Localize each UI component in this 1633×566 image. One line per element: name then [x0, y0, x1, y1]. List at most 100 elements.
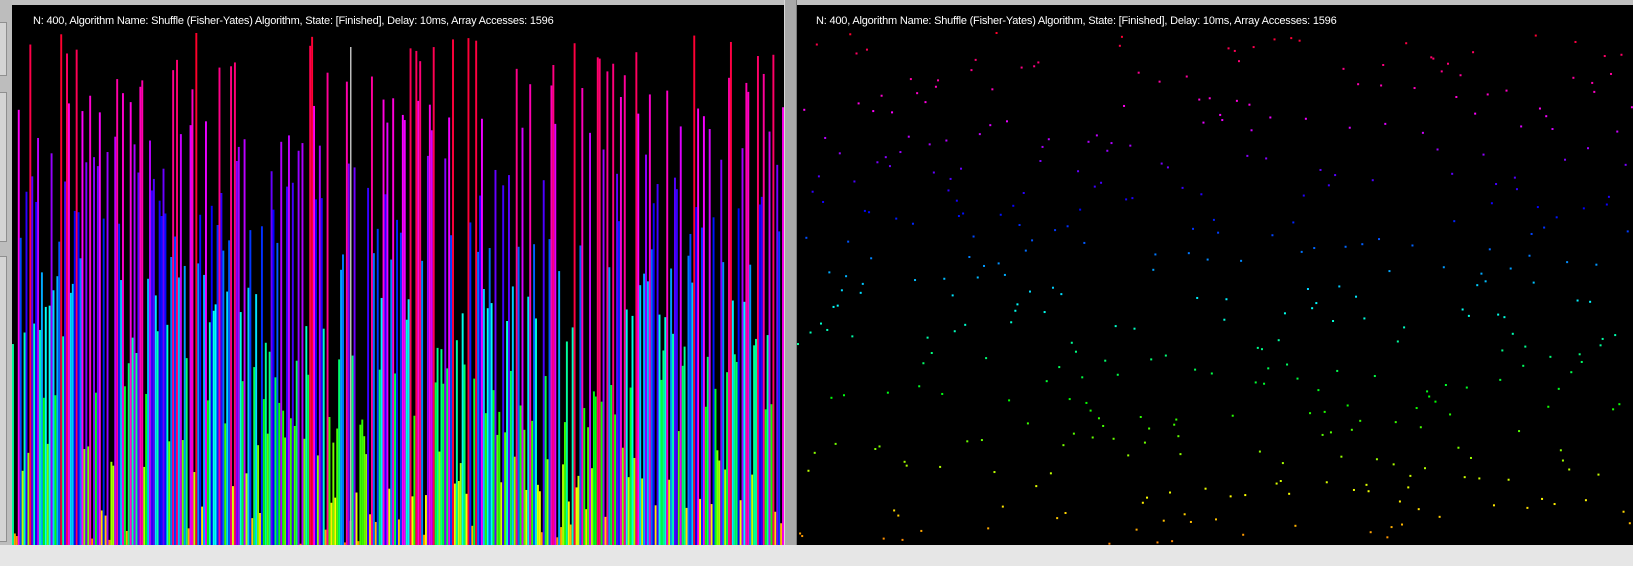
array-dot: [807, 470, 809, 472]
panel-splitter[interactable]: [784, 0, 797, 566]
array-dot: [1271, 234, 1273, 236]
array-dot: [970, 69, 972, 71]
array-dot: [1073, 433, 1075, 435]
array-bar: [153, 179, 155, 545]
array-dot: [1069, 398, 1071, 400]
array-dot: [1353, 489, 1355, 491]
array-bar: [97, 166, 99, 545]
array-dot: [1025, 250, 1027, 252]
array-dot: [1194, 369, 1196, 371]
array-dot: [1623, 511, 1625, 513]
array-dot: [1234, 50, 1236, 52]
array-bar: [116, 79, 118, 545]
array-dot: [1533, 282, 1535, 284]
array-bar: [589, 133, 591, 545]
array-bar: [290, 418, 292, 545]
array-bar: [624, 75, 626, 545]
array-bar: [402, 115, 404, 545]
array-dot: [1274, 38, 1276, 40]
array-bar: [375, 522, 377, 545]
array-dot: [816, 44, 818, 46]
array-dot: [1451, 173, 1453, 175]
array-dot: [904, 461, 906, 463]
array-bar: [386, 123, 388, 545]
array-dot: [1140, 416, 1142, 418]
array-bar: [56, 276, 58, 545]
array-dot: [876, 161, 878, 163]
array-dot: [1019, 224, 1021, 226]
array-bar: [560, 527, 562, 545]
array-bar: [180, 134, 182, 545]
array-dot: [943, 278, 945, 280]
array-dot: [1460, 74, 1462, 76]
status-text: N: 400, Algorithm Name: Shuffle (Fisher-…: [816, 15, 1337, 27]
array-dot: [1052, 287, 1054, 289]
array-bar: [427, 156, 429, 545]
array-dot: [899, 151, 901, 153]
array-dot: [1551, 128, 1553, 130]
array-dot: [837, 305, 839, 307]
array-bar: [666, 91, 668, 545]
array-bar: [508, 175, 510, 545]
array-bar: [118, 224, 120, 545]
array-bar: [622, 448, 624, 545]
array-dot: [1010, 321, 1012, 323]
array-dot: [897, 515, 899, 517]
array-bar: [294, 426, 296, 545]
array-dot: [835, 443, 837, 445]
array-dot: [1326, 481, 1328, 483]
array-dot: [998, 262, 1000, 264]
array-dot: [833, 306, 835, 308]
array-bar: [674, 178, 676, 545]
array-dot: [1349, 127, 1351, 129]
array-bar: [203, 275, 205, 545]
array-dot: [1370, 531, 1372, 533]
array-dot: [1411, 244, 1413, 246]
array-bar: [703, 116, 705, 545]
array-bar: [680, 126, 682, 545]
array-dot: [1600, 344, 1602, 346]
status-text: N: 400, Algorithm Name: Shuffle (Fisher-…: [33, 15, 554, 27]
array-bar: [112, 466, 114, 545]
control-sliver[interactable]: [0, 256, 7, 542]
array-dot: [1261, 348, 1263, 350]
array-dot: [922, 362, 924, 364]
array-bar: [261, 226, 263, 545]
array-dot: [843, 394, 845, 396]
array-dot: [1401, 524, 1403, 526]
array-dot: [929, 143, 931, 145]
array-bar: [70, 293, 72, 545]
array-bar: [267, 434, 269, 545]
array-dot: [1282, 462, 1284, 464]
array-bar: [39, 330, 41, 545]
control-sliver[interactable]: [0, 22, 7, 76]
array-bar: [481, 119, 483, 545]
array-bar: [168, 441, 170, 545]
control-sliver[interactable]: [0, 92, 7, 242]
array-bar: [213, 311, 215, 545]
array-dot: [1171, 540, 1173, 542]
array-bar: [751, 475, 753, 545]
array-dot: [962, 212, 964, 214]
array-bar: [247, 288, 249, 545]
array-dot: [1044, 311, 1046, 313]
array-bar: [525, 490, 527, 545]
array-bar: [336, 429, 338, 545]
array-dot: [1606, 204, 1608, 206]
array-bar: [367, 188, 369, 545]
array-dot: [1106, 150, 1108, 152]
array-bar: [31, 176, 33, 545]
array-bar: [413, 416, 415, 545]
array-dot: [927, 337, 929, 339]
array-dot: [1495, 183, 1497, 185]
array-dot: [1414, 87, 1416, 89]
array-bar: [576, 487, 578, 545]
array-bar: [577, 476, 579, 545]
array-dot: [1284, 312, 1286, 314]
array-bar: [384, 194, 386, 545]
array-bar: [93, 157, 95, 545]
array-bar: [164, 213, 166, 545]
array-dot: [1033, 65, 1035, 67]
array-dot: [960, 168, 962, 170]
array-dot: [1163, 520, 1165, 522]
